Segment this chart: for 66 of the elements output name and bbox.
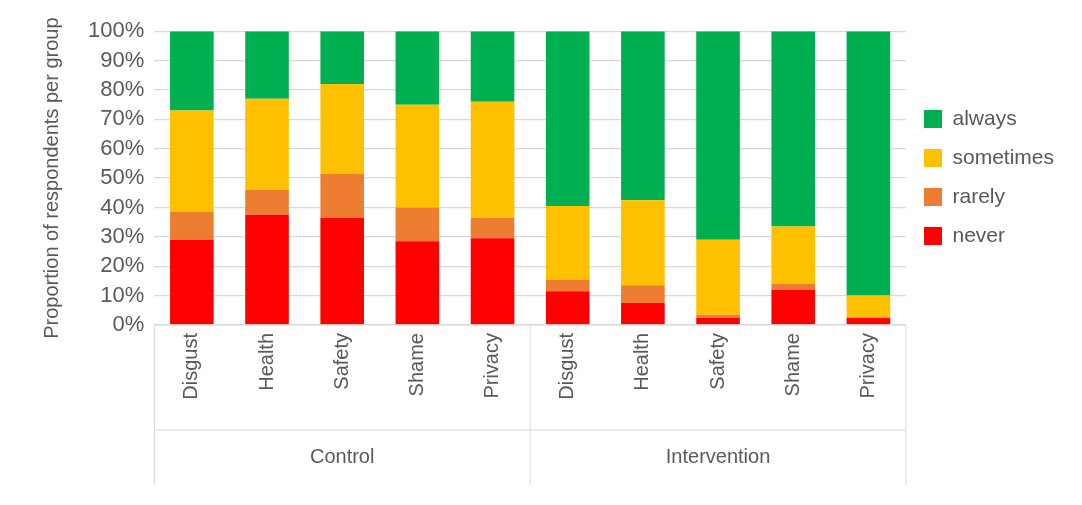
y-tick-label: 90% bbox=[100, 46, 145, 72]
text: Control bbox=[309, 445, 375, 468]
bar bbox=[320, 84, 364, 174]
bar bbox=[771, 31, 816, 227]
x-tick-label: Privacy bbox=[480, 333, 503, 399]
y-tick-label: 20% bbox=[100, 252, 145, 278]
y-tick-label: 80% bbox=[100, 76, 145, 102]
bar bbox=[395, 104, 440, 208]
bar bbox=[470, 31, 515, 102]
bar bbox=[621, 285, 665, 303]
legend-label: always bbox=[952, 105, 1017, 129]
bar bbox=[170, 110, 214, 212]
bar bbox=[545, 291, 590, 325]
y-tick-label: 10% bbox=[100, 281, 145, 307]
bar bbox=[696, 31, 740, 240]
bar bbox=[320, 173, 364, 218]
bar bbox=[696, 239, 740, 315]
bar bbox=[245, 214, 289, 325]
legend-label: rarely bbox=[952, 183, 1006, 207]
x-tick-label: Safety bbox=[705, 333, 728, 390]
x-tick-label: Disgust bbox=[179, 332, 202, 400]
x-tick-label: Safety bbox=[329, 333, 352, 390]
bar bbox=[395, 31, 440, 105]
bar bbox=[846, 295, 891, 318]
y-tick-label: 60% bbox=[100, 134, 145, 160]
bar bbox=[621, 31, 665, 201]
x-tick-label: Health bbox=[254, 333, 277, 391]
bar bbox=[245, 31, 289, 99]
bar bbox=[771, 226, 816, 284]
bar bbox=[470, 101, 515, 218]
bar bbox=[320, 217, 364, 325]
bar bbox=[621, 302, 665, 325]
y-tick-label: 40% bbox=[100, 193, 145, 219]
bar bbox=[696, 314, 740, 318]
bar bbox=[170, 31, 214, 111]
y-tick-label: 70% bbox=[100, 105, 145, 131]
text: Intervention bbox=[665, 445, 771, 468]
bar bbox=[846, 31, 891, 296]
y-tick-label: 0% bbox=[112, 311, 145, 337]
bar bbox=[395, 207, 440, 242]
legend-label: sometimes bbox=[952, 144, 1055, 168]
bar bbox=[470, 238, 515, 325]
x-tick-label: Shame bbox=[404, 333, 427, 397]
bar bbox=[245, 98, 289, 190]
bar bbox=[395, 241, 440, 325]
bar bbox=[771, 289, 816, 325]
bar bbox=[470, 217, 515, 239]
y-tick-label: 100% bbox=[87, 17, 145, 43]
bar bbox=[696, 317, 740, 325]
bar bbox=[545, 206, 590, 280]
bar bbox=[621, 200, 665, 286]
x-tick-label: Disgust bbox=[555, 332, 578, 400]
bar bbox=[245, 189, 289, 215]
bar bbox=[545, 31, 590, 207]
y-axis-title: Proportion of respondents per group bbox=[39, 17, 62, 339]
x-tick-label: Shame bbox=[780, 333, 803, 397]
bar bbox=[545, 279, 590, 292]
x-tick-label: Health bbox=[630, 333, 653, 391]
x-tick-label: Privacy bbox=[855, 333, 878, 399]
bar bbox=[170, 239, 214, 325]
y-tick-label: 30% bbox=[100, 222, 145, 248]
y-tick-label: 50% bbox=[100, 164, 145, 190]
bar bbox=[771, 283, 816, 290]
legend-label: never bbox=[952, 222, 1006, 246]
bar bbox=[170, 211, 214, 240]
bar bbox=[320, 31, 364, 85]
